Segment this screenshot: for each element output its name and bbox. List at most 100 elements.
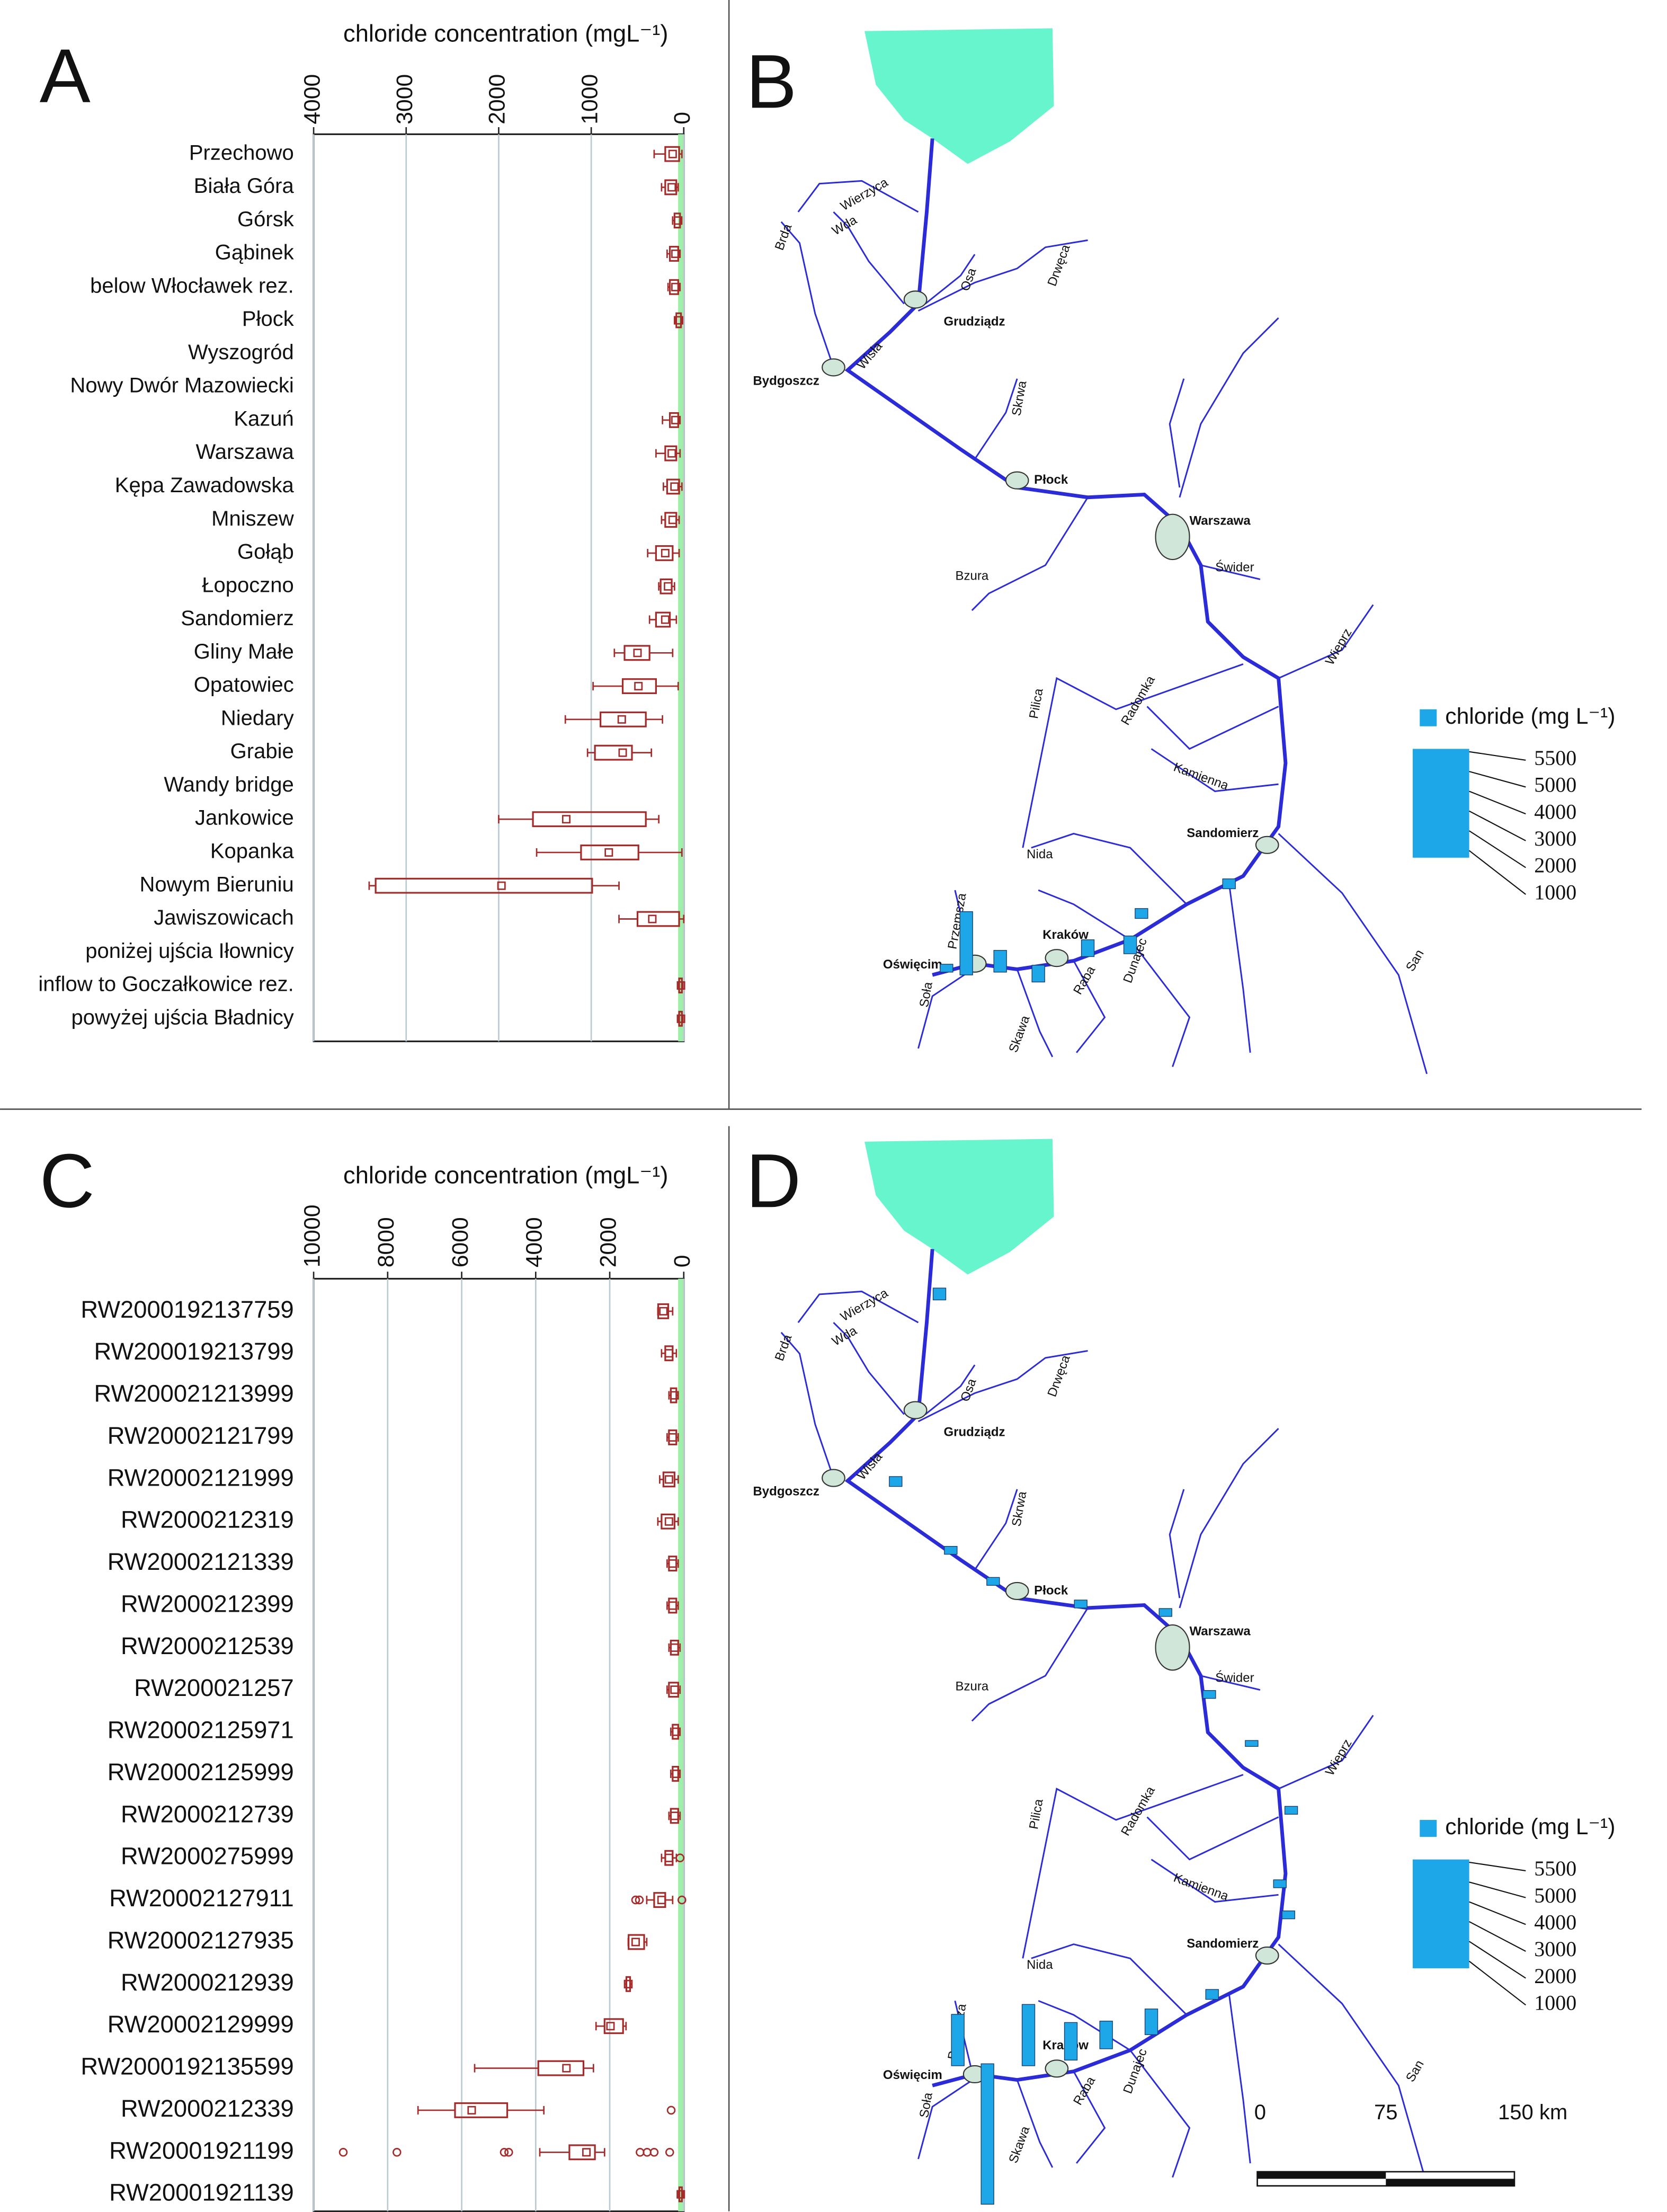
river bbox=[1278, 604, 1374, 679]
city-area bbox=[822, 358, 845, 377]
median bbox=[664, 1475, 673, 1484]
median bbox=[582, 2148, 591, 2157]
river bbox=[971, 496, 1089, 611]
category-label: powyżej ujścia Bładnicy bbox=[72, 1006, 294, 1029]
chloride-bar bbox=[1202, 1690, 1216, 1699]
x-tick-label: 2000 bbox=[485, 74, 510, 125]
river bbox=[1278, 833, 1428, 1074]
river bbox=[1031, 832, 1188, 905]
legend-leader bbox=[1468, 850, 1526, 895]
median bbox=[671, 415, 680, 424]
category-label: RW2000212319 bbox=[121, 1506, 294, 1533]
x-tick-label: 3000 bbox=[392, 74, 417, 125]
city-label: Grudziądz bbox=[944, 314, 1005, 328]
river bbox=[844, 138, 1288, 977]
river bbox=[924, 254, 976, 305]
box bbox=[568, 2144, 596, 2161]
median bbox=[467, 2106, 476, 2115]
x-tick-label: 4000 bbox=[299, 74, 325, 125]
x-tick-label: 10000 bbox=[299, 1205, 325, 1268]
x-tick-label: 0 bbox=[670, 1255, 695, 1267]
outlier bbox=[675, 1853, 685, 1862]
median bbox=[670, 1391, 679, 1400]
axis-title: chloride concentration (mgL⁻¹) bbox=[343, 1161, 668, 1188]
box bbox=[594, 744, 633, 761]
category-label: RW2000275999 bbox=[121, 1843, 294, 1870]
category-label: RW2000192135599 bbox=[81, 2053, 293, 2080]
category-label: Przechowo bbox=[189, 141, 294, 164]
legend-scale bbox=[1412, 749, 1469, 858]
chloride-bar bbox=[986, 1577, 1000, 1586]
category-label: Jankowice bbox=[195, 806, 294, 830]
legend-tick-label: 5500 bbox=[1534, 746, 1576, 770]
median bbox=[661, 548, 670, 557]
river bbox=[1179, 317, 1279, 498]
river bbox=[1179, 1428, 1279, 1609]
median bbox=[672, 1727, 681, 1736]
city-area bbox=[822, 1469, 845, 1487]
river bbox=[1278, 1943, 1428, 2185]
river bbox=[1038, 889, 1131, 940]
city-area bbox=[1255, 1946, 1279, 1965]
legend-leader bbox=[1469, 1921, 1526, 1952]
city-area bbox=[903, 290, 928, 309]
city-area bbox=[1005, 471, 1029, 490]
chloride-bar bbox=[1205, 1989, 1219, 2000]
city-area bbox=[1045, 949, 1069, 967]
category-label: Kopanka bbox=[210, 840, 295, 863]
chloride-bar bbox=[993, 950, 1007, 973]
box bbox=[625, 1976, 631, 1992]
city-area bbox=[903, 1401, 928, 1419]
legend-leader bbox=[1469, 1861, 1526, 1872]
river bbox=[1022, 1774, 1244, 1959]
median bbox=[668, 1559, 677, 1568]
median bbox=[618, 748, 627, 757]
median bbox=[671, 250, 680, 259]
median bbox=[670, 1643, 679, 1652]
river bbox=[1146, 706, 1279, 750]
category-label: RW20002121339 bbox=[108, 1548, 294, 1575]
box bbox=[375, 877, 593, 894]
category-label: Grabie bbox=[230, 740, 294, 763]
median bbox=[562, 2064, 571, 2073]
category-label: below Włocławek rez. bbox=[90, 274, 294, 297]
outlier bbox=[635, 1895, 644, 1905]
panel-label: C bbox=[40, 1138, 95, 1223]
box bbox=[664, 146, 680, 162]
zero-strip bbox=[678, 134, 684, 1042]
outlier bbox=[631, 1895, 640, 1905]
city-area bbox=[1155, 1624, 1190, 1671]
category-label: RW20002127935 bbox=[108, 1926, 294, 1953]
box bbox=[664, 179, 678, 196]
median bbox=[561, 815, 570, 824]
chloride-bar bbox=[1031, 965, 1045, 983]
chloride-bar bbox=[1284, 1806, 1298, 1815]
chloride-bar bbox=[1074, 1600, 1087, 1609]
box bbox=[678, 2186, 683, 2202]
category-label: RW20001921139 bbox=[109, 2179, 294, 2206]
x-tick-label: 1000 bbox=[577, 74, 602, 125]
river bbox=[924, 1364, 976, 1415]
legend-swatch bbox=[1420, 709, 1437, 726]
outlier bbox=[666, 2106, 676, 2115]
axis-title: chloride concentration (mgL⁻¹) bbox=[343, 20, 668, 47]
x-tick-label: 2000 bbox=[595, 1217, 621, 1267]
river bbox=[1016, 969, 1054, 1058]
city-label: Grudziądz bbox=[944, 1425, 1005, 1440]
box bbox=[669, 412, 679, 428]
median bbox=[675, 316, 684, 325]
river bbox=[1200, 1675, 1261, 1691]
city-label: Sandomierz bbox=[1187, 1936, 1259, 1951]
category-label: Niedary bbox=[221, 706, 294, 730]
chloride-bar bbox=[1135, 908, 1148, 919]
box bbox=[628, 1934, 645, 1950]
category-label: Płock bbox=[242, 307, 295, 331]
chloride-bar bbox=[951, 2014, 965, 2066]
legend-tick-label: 5000 bbox=[1534, 773, 1576, 797]
median bbox=[667, 183, 676, 192]
chloride-bar bbox=[1099, 2021, 1113, 2049]
outlier bbox=[649, 2148, 659, 2157]
category-label: RW20002125971 bbox=[108, 1717, 294, 1744]
river-label: Świder bbox=[1215, 559, 1254, 574]
category-label: RW2000212399 bbox=[121, 1590, 294, 1617]
